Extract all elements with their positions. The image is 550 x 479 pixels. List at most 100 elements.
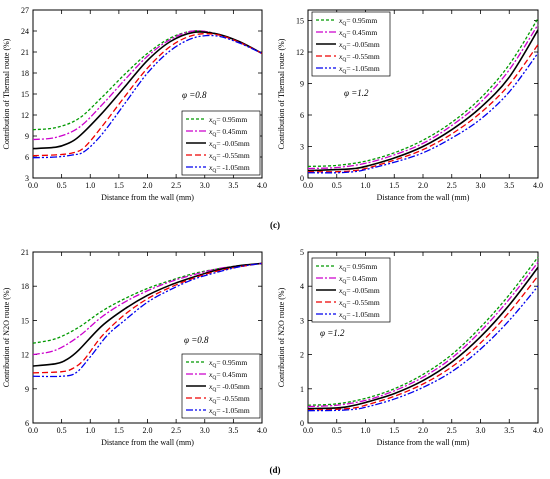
series-line-0 [307, 18, 539, 168]
x-tick-label: 4.0 [533, 181, 543, 190]
legend-entry: xQ= -0.55mm [208, 394, 250, 405]
x-tick-label: 2.0 [418, 426, 428, 435]
chart-panel-1: 0.0 0.5 1.0 1.5 2.0 2.5 3.0 3.5 4.0 0 3 6 9 12 15 Dista… [277, 9, 543, 202]
y-tick-label: 18 [21, 282, 29, 291]
x-tick-label: 2.5 [447, 181, 457, 190]
x-tick-label: 1.5 [114, 181, 124, 190]
x-tick-label: 1.0 [85, 181, 95, 190]
x-tick-label: 2.5 [171, 426, 181, 435]
y-tick-label: 12 [21, 351, 29, 360]
caption-d: (d) [270, 465, 281, 475]
y-tick-label: 3 [25, 174, 29, 183]
y-axis-title: Contribution of Thermal route (%) [2, 38, 11, 149]
x-tick-label: 0.0 [28, 426, 38, 435]
x-tick-label: 4.0 [257, 426, 267, 435]
caption-c: (c) [270, 220, 280, 230]
x-tick-label: 1.5 [114, 426, 124, 435]
y-axis-title: Contribution of Thermal route (%) [277, 38, 286, 149]
series-line-3 [307, 44, 539, 173]
series-line-1 [307, 24, 539, 170]
chart-panel-3: 0.0 0.5 1.0 1.5 2.0 2.5 3.0 3.5 4.0 0 1 2 3 4 5 Distanc… [277, 248, 543, 447]
y-tick-label: 15 [21, 90, 29, 99]
x-tick-label: 3.5 [504, 426, 514, 435]
y-tick-label: 0 [300, 419, 304, 428]
legend-entry: xQ= -1.05mm [338, 64, 380, 75]
legend-entry: xQ= -0.55mm [338, 298, 380, 309]
x-tick-label: 1.0 [85, 426, 95, 435]
x-axis-title: Distance from the wall (mm) [101, 193, 194, 202]
y-tick-label: 15 [21, 316, 29, 325]
legend-entry: xQ= 0.45mm [338, 274, 377, 285]
y-tick-label: 15 [296, 17, 304, 26]
phi-label: φ =0.8 [184, 335, 209, 345]
legend-entry: xQ= -1.05mm [208, 406, 250, 417]
x-tick-label: 3.5 [504, 181, 514, 190]
x-tick-label: 1.0 [361, 426, 371, 435]
y-axis-title: Contribution of N2O route (%) [2, 287, 11, 387]
legend-entry: xQ= -0.05mm [208, 139, 250, 150]
y-tick-label: 9 [25, 385, 29, 394]
x-tick-label: 0.0 [303, 426, 313, 435]
x-tick-label: 2.0 [143, 426, 153, 435]
series-line-0 [32, 262, 263, 344]
x-axis-title: Distance from the wall (mm) [101, 438, 194, 447]
y-tick-label: 6 [25, 153, 29, 162]
x-tick-label: 2.0 [418, 181, 428, 190]
y-tick-label: 3 [300, 316, 304, 325]
chart-panel-2: 0.0 0.5 1.0 1.5 2.0 2.5 3.0 3.5 4.0 6 9 12 15 18 21 Dis… [2, 248, 267, 447]
legend-entry: xQ= -0.55mm [338, 52, 380, 63]
series-line-0 [32, 30, 263, 131]
x-tick-label: 3.0 [200, 426, 210, 435]
x-axis-title: Distance from the wall (mm) [377, 193, 470, 202]
series-line-4 [307, 52, 539, 174]
x-tick-label: 3.5 [228, 181, 238, 190]
x-tick-label: 3.0 [476, 426, 486, 435]
x-tick-label: 1.0 [361, 181, 371, 190]
x-tick-label: 1.5 [389, 181, 399, 190]
y-tick-label: 9 [300, 80, 304, 89]
phi-label: φ =0.8 [182, 90, 207, 100]
y-tick-label: 2 [300, 351, 304, 360]
y-tick-label: 12 [296, 48, 304, 57]
phi-label: φ =1.2 [344, 88, 369, 98]
legend-entry: xQ= -0.55mm [208, 151, 250, 162]
y-tick-label: 5 [300, 248, 304, 257]
series-line-1 [32, 262, 263, 356]
series-line-2 [32, 262, 263, 367]
legend-entry: xQ= -0.05mm [338, 286, 380, 297]
legend-entry: xQ= 0.95mm [338, 262, 377, 273]
y-tick-label: 9 [25, 132, 29, 141]
series-line-4 [32, 262, 263, 378]
y-tick-label: 3 [300, 143, 304, 152]
series-line-2 [307, 266, 539, 410]
x-tick-label: 4.0 [257, 181, 267, 190]
legend-entry: xQ= -0.05mm [208, 382, 250, 393]
x-tick-label: 0.5 [57, 426, 67, 435]
legend-entry: xQ= -1.05mm [338, 310, 380, 321]
x-tick-label: 3.0 [200, 181, 210, 190]
series-line-0 [307, 256, 539, 406]
x-tick-label: 0.5 [332, 426, 342, 435]
legend-entry: xQ= 0.95mm [338, 16, 377, 27]
y-tick-label: 12 [21, 111, 29, 120]
legend-entry: xQ= 0.45mm [208, 370, 247, 381]
legend-entry: xQ= 0.95mm [208, 115, 247, 126]
y-tick-label: 6 [300, 111, 304, 120]
y-tick-label: 21 [21, 48, 29, 57]
y-tick-label: 4 [300, 282, 304, 291]
series-line-4 [32, 34, 263, 159]
x-tick-label: 4.0 [533, 426, 543, 435]
x-tick-label: 1.5 [389, 426, 399, 435]
legend-entry: xQ= 0.95mm [208, 358, 247, 369]
y-tick-label: 18 [21, 69, 29, 78]
phi-label: φ =1.2 [320, 328, 345, 338]
legend-entry: xQ= 0.45mm [208, 127, 247, 138]
x-tick-label: 3.0 [476, 181, 486, 190]
series-line-3 [32, 33, 263, 157]
x-tick-label: 0.0 [303, 181, 313, 190]
legend-entry: xQ= -1.05mm [208, 163, 250, 174]
y-tick-label: 27 [21, 6, 29, 15]
x-tick-label: 0.5 [57, 181, 67, 190]
series-line-3 [32, 262, 263, 374]
